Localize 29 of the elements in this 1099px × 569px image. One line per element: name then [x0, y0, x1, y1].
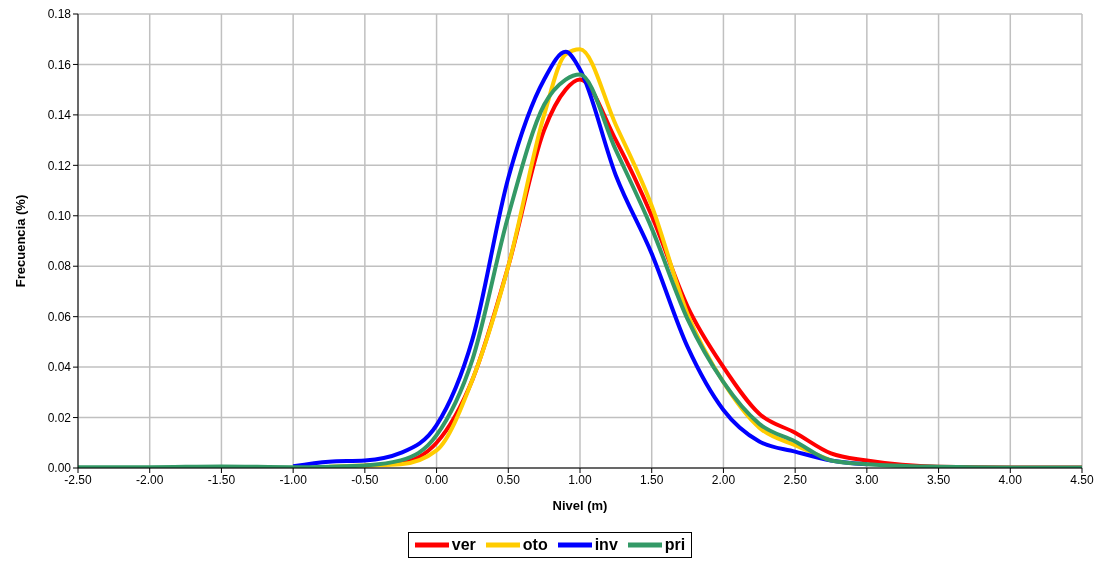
y-tick-label: 0.10 — [47, 209, 72, 224]
x-tick-label: 2.50 — [783, 472, 808, 487]
x-tick-label: 2.00 — [711, 472, 736, 487]
legend-label: pri — [664, 536, 686, 554]
x-tick-label: 1.00 — [568, 472, 592, 487]
x-tick-label: 3.50 — [926, 472, 951, 487]
y-tick-label: 0.12 — [47, 158, 72, 173]
y-tick-label: 0.18 — [47, 7, 72, 22]
x-tick-label: -2.00 — [136, 472, 164, 487]
y-tick-label: 0.08 — [47, 259, 72, 274]
x-tick-label: 4.00 — [998, 472, 1023, 487]
y-axis-title: Frecuencia (%) — [12, 194, 28, 288]
x-tick-label: 1.50 — [640, 472, 664, 487]
y-tick-label: 0.04 — [47, 360, 72, 375]
y-tick-label: 0.06 — [47, 309, 72, 324]
x-tick-label: -0.50 — [351, 472, 379, 487]
legend-label: ver — [451, 536, 476, 554]
y-tick-label: 0.02 — [47, 410, 72, 425]
x-tick-label: 0.00 — [424, 472, 449, 487]
x-tick-label: -1.50 — [207, 472, 236, 487]
x-axis-title: Nivel (m) — [552, 498, 608, 513]
y-tick-label: 0.16 — [47, 57, 72, 72]
y-tick-label: 0.14 — [47, 108, 72, 123]
x-tick-label: -1.00 — [279, 472, 308, 487]
x-tick-label: 0.50 — [496, 472, 521, 487]
x-tick-label: 3.00 — [855, 472, 879, 487]
legend-label: inv — [594, 536, 618, 554]
x-tick-label: 4.50 — [1070, 472, 1094, 487]
legend-label: oto — [522, 536, 548, 554]
